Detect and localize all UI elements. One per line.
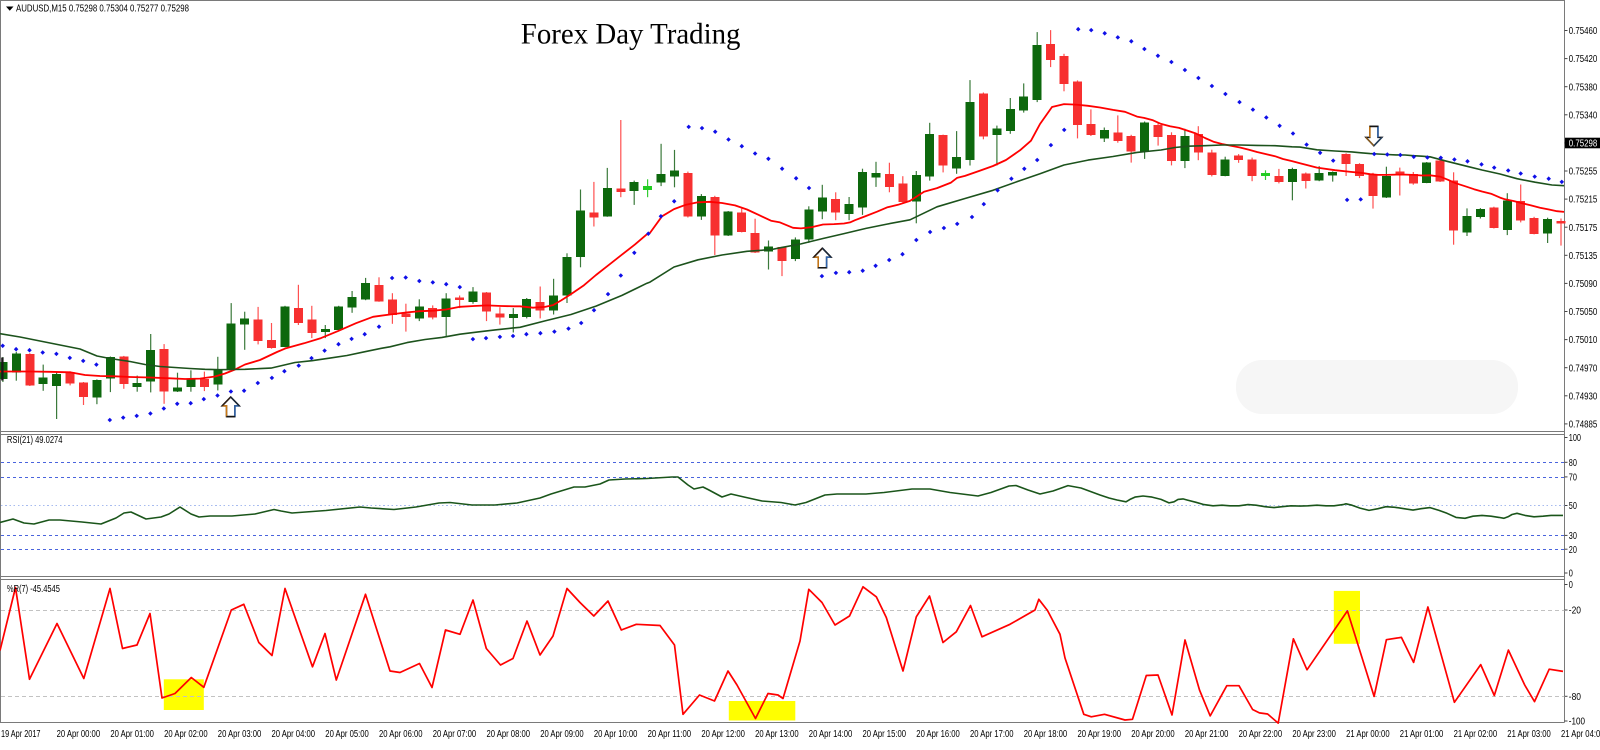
svg-text:20 Apr 19:00: 20 Apr 19:00 xyxy=(1078,729,1122,740)
svg-text:0: 0 xyxy=(1569,569,1573,580)
svg-text:20 Apr 01:00: 20 Apr 01:00 xyxy=(110,729,154,740)
svg-text:20 Apr 04:00: 20 Apr 04:00 xyxy=(272,729,316,740)
svg-text:-100: -100 xyxy=(1569,717,1586,728)
svg-text:21 Apr 03:00: 21 Apr 03:00 xyxy=(1507,729,1551,740)
svg-text:20 Apr 09:00: 20 Apr 09:00 xyxy=(540,729,584,740)
svg-text:21 Apr 04:00: 21 Apr 04:00 xyxy=(1561,729,1600,740)
svg-text:20 Apr 08:00: 20 Apr 08:00 xyxy=(487,729,531,740)
svg-text:RSI(21) 49.0274: RSI(21) 49.0274 xyxy=(7,435,63,446)
svg-text:0.75175: 0.75175 xyxy=(1569,223,1598,234)
svg-text:20 Apr 15:00: 20 Apr 15:00 xyxy=(863,729,907,740)
svg-text:0.75215: 0.75215 xyxy=(1569,195,1598,206)
svg-text:21 Apr 02:00: 21 Apr 02:00 xyxy=(1454,729,1498,740)
svg-text:AUDUSD,M15 0.75298 0.75304 0.: AUDUSD,M15 0.75298 0.75304 0.75277 0.752… xyxy=(16,3,189,14)
svg-text:0.75010: 0.75010 xyxy=(1569,335,1598,346)
svg-text:0.74930: 0.74930 xyxy=(1569,391,1598,402)
svg-text:0.75380: 0.75380 xyxy=(1569,82,1598,93)
svg-text:0: 0 xyxy=(1569,580,1573,591)
svg-text:20 Apr 02:00: 20 Apr 02:00 xyxy=(164,729,208,740)
svg-text:20 Apr 06:00: 20 Apr 06:00 xyxy=(379,729,423,740)
svg-text:19 Apr 2017: 19 Apr 2017 xyxy=(1,729,41,740)
svg-text:21 Apr 01:00: 21 Apr 01:00 xyxy=(1400,729,1444,740)
svg-text:20 Apr 00:00: 20 Apr 00:00 xyxy=(57,729,101,740)
svg-text:20 Apr 05:00: 20 Apr 05:00 xyxy=(325,729,369,740)
svg-text:20 Apr 18:00: 20 Apr 18:00 xyxy=(1024,729,1068,740)
svg-text:0.75460: 0.75460 xyxy=(1569,26,1598,37)
svg-text:0.75255: 0.75255 xyxy=(1569,167,1598,178)
svg-text:Forex Day Trading: Forex Day Trading xyxy=(521,17,741,50)
svg-text:%R(7) -45.4545: %R(7) -45.4545 xyxy=(7,584,60,595)
svg-text:0.74970: 0.74970 xyxy=(1569,363,1598,374)
svg-text:80: 80 xyxy=(1569,458,1577,469)
svg-text:20 Apr 21:00: 20 Apr 21:00 xyxy=(1185,729,1229,740)
svg-text:20 Apr 23:00: 20 Apr 23:00 xyxy=(1292,729,1336,740)
svg-text:20: 20 xyxy=(1569,545,1577,556)
svg-text:0.75298: 0.75298 xyxy=(1569,139,1598,150)
svg-text:0.75135: 0.75135 xyxy=(1569,251,1598,262)
svg-text:70: 70 xyxy=(1569,473,1577,484)
svg-text:0.75050: 0.75050 xyxy=(1569,307,1598,318)
svg-text:20 Apr 12:00: 20 Apr 12:00 xyxy=(701,729,745,740)
svg-text:50: 50 xyxy=(1569,501,1577,512)
svg-text:21 Apr 00:00: 21 Apr 00:00 xyxy=(1346,729,1390,740)
svg-text:20 Apr 03:00: 20 Apr 03:00 xyxy=(218,729,262,740)
svg-text:20 Apr 17:00: 20 Apr 17:00 xyxy=(970,729,1014,740)
svg-text:20 Apr 07:00: 20 Apr 07:00 xyxy=(433,729,477,740)
svg-text:20 Apr 10:00: 20 Apr 10:00 xyxy=(594,729,638,740)
svg-text:30: 30 xyxy=(1569,531,1577,542)
svg-text:0.75090: 0.75090 xyxy=(1569,279,1598,290)
svg-text:0.75420: 0.75420 xyxy=(1569,54,1598,65)
svg-text:20 Apr 16:00: 20 Apr 16:00 xyxy=(916,729,960,740)
svg-text:20 Apr 11:00: 20 Apr 11:00 xyxy=(648,729,692,740)
svg-text:20 Apr 20:00: 20 Apr 20:00 xyxy=(1131,729,1175,740)
svg-text:20 Apr 22:00: 20 Apr 22:00 xyxy=(1239,729,1283,740)
svg-text:-20: -20 xyxy=(1569,606,1582,617)
svg-text:-80: -80 xyxy=(1569,692,1582,703)
svg-text:0.75340: 0.75340 xyxy=(1569,110,1598,121)
svg-text:0.74885: 0.74885 xyxy=(1569,420,1598,431)
svg-text:20 Apr 13:00: 20 Apr 13:00 xyxy=(755,729,799,740)
svg-text:100: 100 xyxy=(1569,433,1582,444)
svg-text:20 Apr 14:00: 20 Apr 14:00 xyxy=(809,729,853,740)
